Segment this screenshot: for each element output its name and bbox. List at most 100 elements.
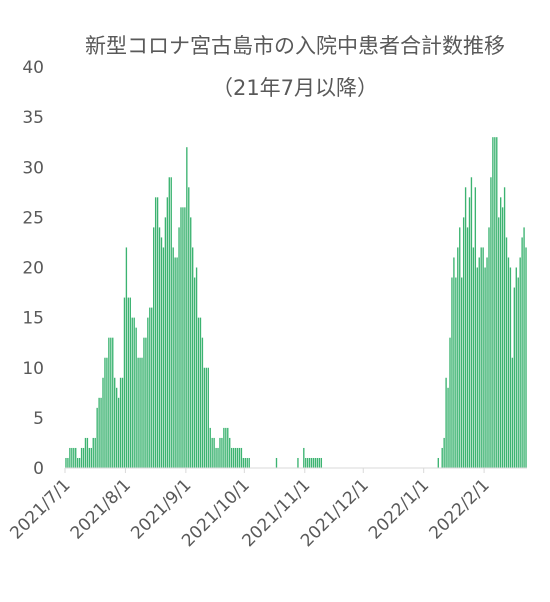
bar [73, 447, 75, 468]
bar [466, 227, 469, 468]
bar [67, 457, 69, 468]
bar [297, 457, 299, 468]
y-tick-label: 20 [22, 259, 44, 279]
bar [445, 377, 447, 468]
bar [519, 257, 521, 468]
bar [474, 187, 477, 469]
bar [156, 197, 159, 468]
bar [464, 187, 467, 469]
bar [176, 257, 178, 468]
bar [110, 337, 112, 468]
bar [174, 257, 176, 468]
bar [213, 437, 215, 468]
bar [509, 267, 512, 468]
bar [119, 377, 122, 468]
bar [145, 337, 147, 468]
bar [515, 267, 517, 468]
bar [461, 277, 463, 468]
bar [447, 387, 449, 468]
bar [184, 207, 186, 468]
bar [151, 307, 153, 468]
bar [498, 217, 500, 469]
bar [449, 337, 451, 468]
bar [232, 447, 235, 468]
bar [211, 437, 213, 468]
bar [234, 447, 237, 468]
bar [490, 177, 492, 468]
bar [160, 237, 163, 468]
bar [108, 337, 110, 468]
bar [170, 177, 172, 468]
bar [114, 377, 116, 468]
bar [203, 367, 206, 468]
bar [65, 457, 67, 468]
bar [82, 447, 85, 468]
bar [180, 207, 182, 468]
bar [197, 317, 200, 469]
bar [102, 377, 104, 468]
bar [121, 377, 124, 468]
bar [500, 197, 502, 468]
bar [513, 287, 516, 468]
bar [437, 457, 439, 468]
bar [521, 237, 523, 468]
bar [158, 227, 161, 468]
y-tick-label: 40 [22, 58, 44, 78]
bar [168, 177, 170, 468]
bar [305, 457, 307, 468]
bar [517, 277, 519, 468]
bar [507, 257, 510, 468]
bar [486, 257, 488, 468]
bar [275, 457, 278, 468]
bar [246, 457, 248, 468]
y-tick-label: 5 [33, 409, 44, 429]
bar [80, 447, 83, 468]
bar [86, 437, 89, 468]
bar [207, 367, 209, 468]
bar [84, 437, 87, 468]
bar [149, 307, 151, 468]
bar [192, 247, 194, 468]
bar [115, 387, 118, 468]
bar [457, 247, 459, 468]
chart-subtitle: （21年7月以降） [212, 76, 378, 100]
bar [492, 137, 494, 468]
bar [162, 247, 165, 468]
bar [104, 357, 106, 468]
bar [135, 327, 137, 468]
bar [182, 207, 184, 468]
bar [123, 297, 126, 468]
bar [96, 407, 98, 468]
bar [98, 397, 100, 468]
bar [316, 457, 319, 468]
bar [100, 397, 102, 468]
bar [468, 197, 471, 468]
bar [225, 427, 227, 468]
bar [441, 447, 443, 468]
bar [133, 317, 135, 469]
bar [307, 457, 309, 468]
bar [75, 447, 77, 468]
bar [199, 317, 202, 469]
bar [221, 437, 223, 468]
bar [236, 447, 239, 468]
bar [523, 227, 525, 468]
x-tick-label: 2021/7/1 [6, 475, 74, 543]
bar [488, 227, 490, 468]
x-tick-label: 2022/1/1 [365, 475, 433, 543]
bar [129, 297, 131, 468]
bar [229, 437, 231, 468]
bar-series [65, 137, 527, 469]
bar [525, 247, 527, 468]
bar [455, 277, 457, 468]
y-axis-ticks: 0 5 10 15 20 25 30 35 40 [22, 58, 44, 479]
bar [131, 317, 133, 469]
bar [188, 187, 190, 469]
bar [106, 357, 108, 468]
y-tick-label: 15 [22, 309, 44, 329]
bar [248, 457, 250, 468]
bar [209, 427, 211, 468]
bar [127, 297, 130, 468]
bar [443, 437, 445, 468]
bar [71, 447, 73, 468]
